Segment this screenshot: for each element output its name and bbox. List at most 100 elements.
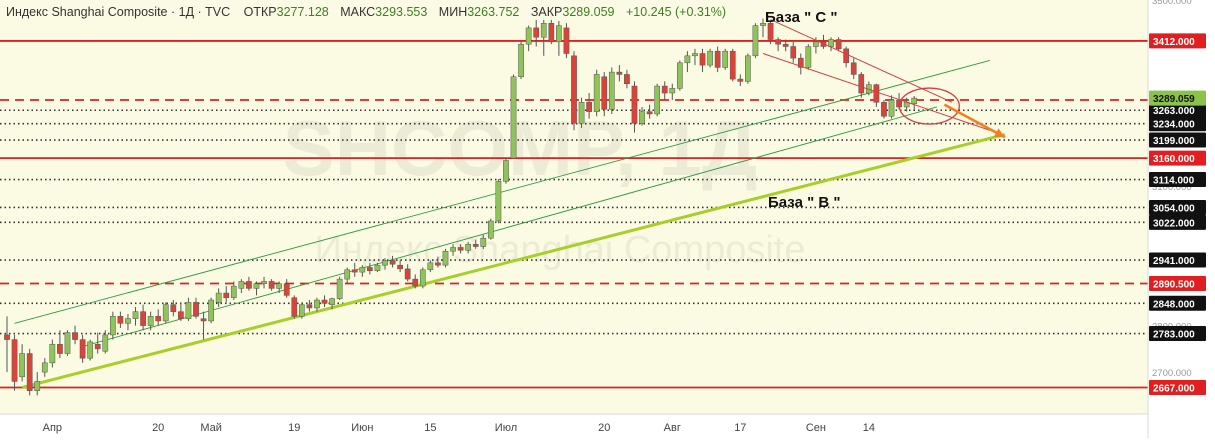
candle-body-62[interactable]: [472, 243, 479, 247]
candle-body-33[interactable]: [253, 283, 260, 289]
candle-body-22[interactable]: [170, 304, 177, 312]
candle-body-64[interactable]: [487, 220, 494, 239]
candle-body-107[interactable]: [813, 41, 819, 47]
candle-body-39[interactable]: [298, 304, 305, 317]
candle-body-73[interactable]: [556, 25, 562, 43]
candle-body-6[interactable]: [49, 343, 56, 364]
candle-body-7[interactable]: [57, 343, 63, 354]
candle-body-89[interactable]: [676, 62, 683, 89]
candle-body-3[interactable]: [26, 353, 33, 391]
candle-body-97[interactable]: [737, 78, 744, 82]
candle-body-68[interactable]: [518, 43, 524, 78]
candle-body-113[interactable]: [858, 74, 865, 94]
candle-body-94[interactable]: [714, 50, 721, 68]
candle-body-56[interactable]: [427, 262, 434, 271]
candle-body-83[interactable]: [631, 85, 638, 124]
candle-body-116[interactable]: [881, 102, 887, 117]
candle-body-86[interactable]: [654, 85, 661, 115]
candle-body-8[interactable]: [64, 332, 71, 354]
candle-body-104[interactable]: [790, 46, 797, 59]
candle-body-91[interactable]: [692, 53, 698, 57]
candle-body-45[interactable]: [344, 269, 351, 280]
candle-body-53[interactable]: [404, 268, 411, 280]
candle-body-12[interactable]: [94, 343, 101, 350]
candle-body-40[interactable]: [306, 304, 313, 309]
candle-body-23[interactable]: [178, 311, 184, 319]
candle-body-71[interactable]: [540, 23, 547, 38]
candle-body-48[interactable]: [367, 267, 373, 271]
candle-body-4[interactable]: [34, 381, 41, 391]
candle-body-65[interactable]: [495, 181, 502, 222]
candle-body-30[interactable]: [230, 285, 237, 298]
candle-body-90[interactable]: [684, 55, 691, 64]
candle-body-77[interactable]: [586, 102, 592, 112]
candle-body-19[interactable]: [147, 316, 154, 326]
candle-body-120[interactable]: [911, 97, 918, 104]
candle-body-46[interactable]: [351, 269, 358, 273]
candle-body-85[interactable]: [646, 111, 653, 115]
candle-body-11[interactable]: [87, 341, 94, 359]
candle-body-102[interactable]: [775, 39, 781, 45]
candle-body-15[interactable]: [117, 316, 124, 324]
candle-body-80[interactable]: [608, 71, 615, 110]
candle-body-41[interactable]: [314, 299, 320, 309]
candle-body-66[interactable]: [503, 160, 509, 182]
candle-body-29[interactable]: [223, 292, 230, 298]
candle-body-21[interactable]: [162, 304, 169, 322]
candle-body-70[interactable]: [533, 27, 540, 38]
candle-body-32[interactable]: [246, 281, 252, 289]
candle-body-84[interactable]: [639, 111, 645, 124]
candle-body-10[interactable]: [79, 339, 86, 359]
candle-body-36[interactable]: [276, 283, 283, 289]
candle-body-59[interactable]: [450, 247, 456, 252]
candle-body-34[interactable]: [261, 281, 267, 285]
candle-body-110[interactable]: [835, 39, 842, 50]
candle-body-5[interactable]: [41, 362, 48, 373]
candle-body-92[interactable]: [699, 53, 706, 66]
candle-body-60[interactable]: [457, 247, 464, 251]
candle-body-17[interactable]: [132, 311, 139, 319]
candle-body-115[interactable]: [873, 84, 880, 103]
candle-body-13[interactable]: [102, 334, 109, 352]
candle-body-31[interactable]: [238, 281, 245, 289]
candle-body-79[interactable]: [601, 76, 608, 110]
candle-body-69[interactable]: [525, 27, 532, 45]
candle-body-1[interactable]: [11, 339, 18, 382]
candle-body-74[interactable]: [563, 27, 570, 54]
candle-body-20[interactable]: [155, 316, 162, 322]
candle-body-24[interactable]: [185, 302, 192, 319]
candle-body-117[interactable]: [888, 99, 895, 117]
candle-body-67[interactable]: [510, 76, 517, 159]
candle-body-100[interactable]: [760, 23, 766, 26]
candle-body-18[interactable]: [140, 311, 146, 326]
candle-body-112[interactable]: [850, 62, 857, 75]
candle-body-72[interactable]: [548, 23, 555, 43]
candle-body-76[interactable]: [578, 102, 585, 124]
candle-body-42[interactable]: [321, 299, 328, 304]
candle-body-28[interactable]: [215, 292, 222, 303]
candle-body-50[interactable]: [382, 260, 388, 266]
candle-body-57[interactable]: [435, 262, 441, 266]
candle-body-37[interactable]: [283, 283, 290, 296]
candle-body-105[interactable]: [797, 57, 804, 68]
candle-body-54[interactable]: [412, 278, 419, 287]
candle-body-14[interactable]: [109, 316, 116, 336]
candle-body-99[interactable]: [752, 25, 759, 57]
candle-body-61[interactable]: [465, 243, 472, 251]
candle-body-58[interactable]: [442, 250, 449, 266]
candle-body-51[interactable]: [389, 260, 396, 265]
candle-body-111[interactable]: [843, 48, 850, 64]
candle-body-35[interactable]: [268, 281, 275, 289]
candle-body-26[interactable]: [200, 318, 207, 322]
candle-body-75[interactable]: [571, 55, 577, 124]
candle-body-38[interactable]: [291, 297, 298, 317]
candle-body-109[interactable]: [828, 39, 834, 47]
candle-body-9[interactable]: [72, 332, 78, 340]
candle-body-78[interactable]: [593, 74, 600, 112]
candle-body-93[interactable]: [707, 50, 713, 66]
candle-body-27[interactable]: [208, 299, 214, 322]
candle-body-98[interactable]: [745, 55, 751, 82]
candle-body-43[interactable]: [329, 298, 335, 305]
candle-body-63[interactable]: [480, 237, 487, 247]
candle-body-87[interactable]: [661, 85, 668, 94]
